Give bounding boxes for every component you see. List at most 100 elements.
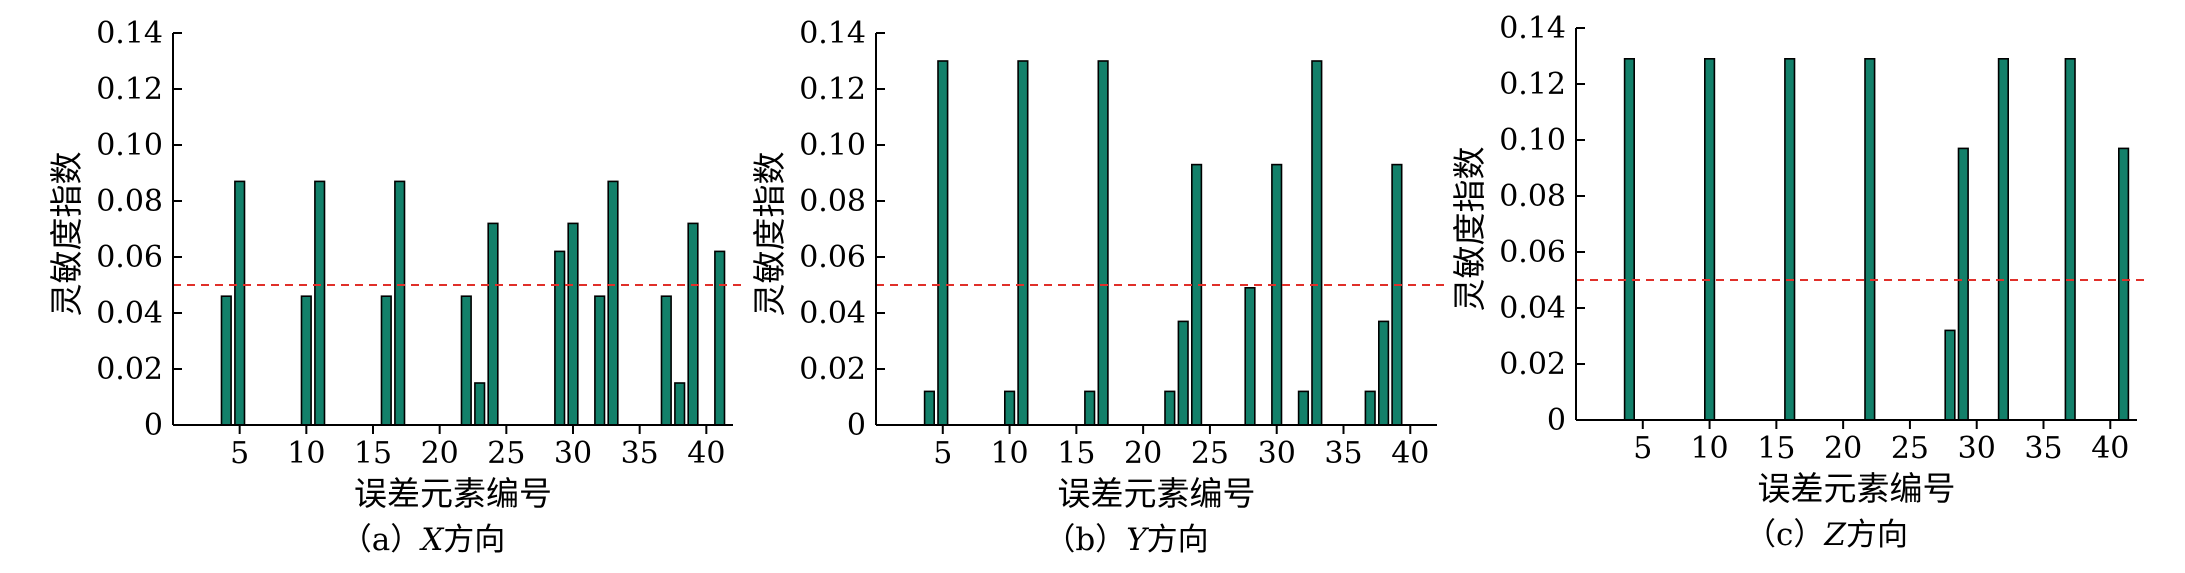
bar-element-22 <box>460 295 472 426</box>
x-tick-label: 5 <box>933 436 952 471</box>
caption-suffix: 方向 <box>443 522 505 558</box>
y-tick-label: 0.04 <box>96 296 163 331</box>
y-tick-label: 0 <box>847 408 866 443</box>
y-tick-label: 0.14 <box>1499 11 1566 46</box>
x-tick-label: 10 <box>1690 431 1728 466</box>
caption-axis: Y <box>1126 522 1149 558</box>
bar-element-37 <box>1364 390 1376 426</box>
bar-element-22 <box>1164 390 1176 426</box>
x-tick-label: 25 <box>1891 431 1929 466</box>
y-tick-label: 0 <box>1547 403 1566 438</box>
bar-element-16 <box>1084 390 1096 426</box>
bar-element-17 <box>1097 60 1109 426</box>
bar-element-32 <box>1297 390 1309 426</box>
y-tick-label: 0.06 <box>96 240 163 275</box>
x-axis-label: 误差元素编号 <box>354 474 552 513</box>
y-tick-label: 0.10 <box>1499 123 1566 158</box>
bar-element-28 <box>1944 329 1956 421</box>
bar-element-4 <box>1623 57 1635 421</box>
bar-element-32 <box>594 295 606 426</box>
bar-element-28 <box>1244 286 1256 426</box>
bar-element-30 <box>1271 163 1283 426</box>
y-tick-label: 0.06 <box>1499 235 1566 270</box>
x-tick-label: 35 <box>621 436 659 471</box>
x-tick-label: 40 <box>2091 431 2129 466</box>
x-tick-label: 35 <box>1324 436 1362 471</box>
y-tick-label: 0.12 <box>96 72 163 107</box>
y-axis-label: 灵敏度指数 <box>1450 147 1489 312</box>
bar-element-33 <box>1311 60 1323 426</box>
bar-element-5 <box>937 60 949 426</box>
x-tick-label: 25 <box>1191 436 1229 471</box>
y-tick-label: 0.08 <box>96 184 163 219</box>
bar-element-10 <box>1003 390 1016 426</box>
bar-element-17 <box>394 180 406 426</box>
bar-element-16 <box>1784 57 1796 421</box>
bar-element-11 <box>1017 60 1029 426</box>
y-tick-label: 0.04 <box>799 296 866 331</box>
caption-prefix: （a） <box>341 522 421 558</box>
x-tick-label: 30 <box>1958 431 1996 466</box>
y-tick-label: 0.06 <box>799 240 866 275</box>
x-tick-label: 20 <box>1824 431 1862 466</box>
bar-element-29 <box>1957 147 1969 421</box>
x-tick-label: 10 <box>287 436 325 471</box>
y-tick-label: 0.10 <box>799 128 866 163</box>
bar-element-41 <box>2118 147 2130 421</box>
x-tick-label: 15 <box>1757 431 1795 466</box>
panel-caption: （c）Z方向 <box>1745 517 1908 553</box>
caption-axis: X <box>419 522 445 558</box>
bar-element-38 <box>1378 320 1390 426</box>
bar-element-5 <box>234 180 246 426</box>
chart-panel-3: 0 0.02 0.04 0.06 0.08 0.10 0.12 0.14 5 10 15 20 25 30… <box>1450 11 2145 553</box>
bar-element-16 <box>380 295 392 426</box>
x-tick-label: 5 <box>230 436 249 471</box>
caption-prefix: （c） <box>1745 517 1824 553</box>
y-tick-label: 0.12 <box>799 72 866 107</box>
bar-element-10 <box>300 295 312 426</box>
panel-caption: （a）X方向 <box>341 522 506 558</box>
y-tick-label: 0 <box>144 408 163 443</box>
x-tick-label: 30 <box>1258 436 1296 471</box>
y-tick-label: 0.14 <box>96 16 163 51</box>
y-tick-label: 0.08 <box>799 184 866 219</box>
bar-element-38 <box>674 382 686 426</box>
y-tick-label: 0.02 <box>1499 347 1566 382</box>
x-tick-label: 20 <box>421 436 459 471</box>
bar-element-39 <box>687 222 699 426</box>
bar-element-29 <box>554 250 566 426</box>
bar-element-23 <box>1177 320 1189 426</box>
y-tick-label: 0.04 <box>1499 291 1566 326</box>
bar-element-33 <box>607 180 619 426</box>
bar-element-11 <box>314 180 326 426</box>
chart-panel-2: 0 0.02 0.04 0.06 0.08 0.10 0.12 0.14 5 10 15 20 25 30… <box>750 16 1445 558</box>
x-tick-label: 40 <box>1391 436 1429 471</box>
y-tick-label: 0.02 <box>799 352 866 387</box>
x-tick-label: 20 <box>1124 436 1162 471</box>
bar-element-32 <box>1997 57 2009 421</box>
x-tick-label: 25 <box>487 436 525 471</box>
x-axis-label: 误差元素编号 <box>1058 474 1256 513</box>
caption-suffix: 方向 <box>1846 517 1908 553</box>
bar-element-10 <box>1704 57 1716 421</box>
y-tick-label: 0.02 <box>96 352 163 387</box>
x-tick-label: 10 <box>990 436 1028 471</box>
x-tick-label: 15 <box>1057 436 1095 471</box>
x-tick-label: 30 <box>554 436 592 471</box>
y-tick-label: 0.08 <box>1499 179 1566 214</box>
bar-element-24 <box>1191 163 1203 426</box>
bar-element-22 <box>1864 57 1876 421</box>
bar-element-24 <box>487 222 499 426</box>
bar-element-39 <box>1391 163 1403 426</box>
y-axis-label: 灵敏度指数 <box>47 152 86 317</box>
y-tick-label: 0.14 <box>799 16 866 51</box>
caption-prefix: （b） <box>1044 522 1126 558</box>
bar-element-37 <box>2064 57 2076 421</box>
bar-element-4 <box>220 295 232 426</box>
chart-panel-1: 0 0.02 0.04 0.06 0.08 0.10 0.12 0.14 5 10 15 20 25 30… <box>47 16 741 558</box>
x-tick-label: 5 <box>1633 431 1652 466</box>
x-tick-label: 40 <box>687 436 725 471</box>
bar-element-4 <box>923 390 935 426</box>
panel-caption: （b）Y方向 <box>1044 522 1208 558</box>
